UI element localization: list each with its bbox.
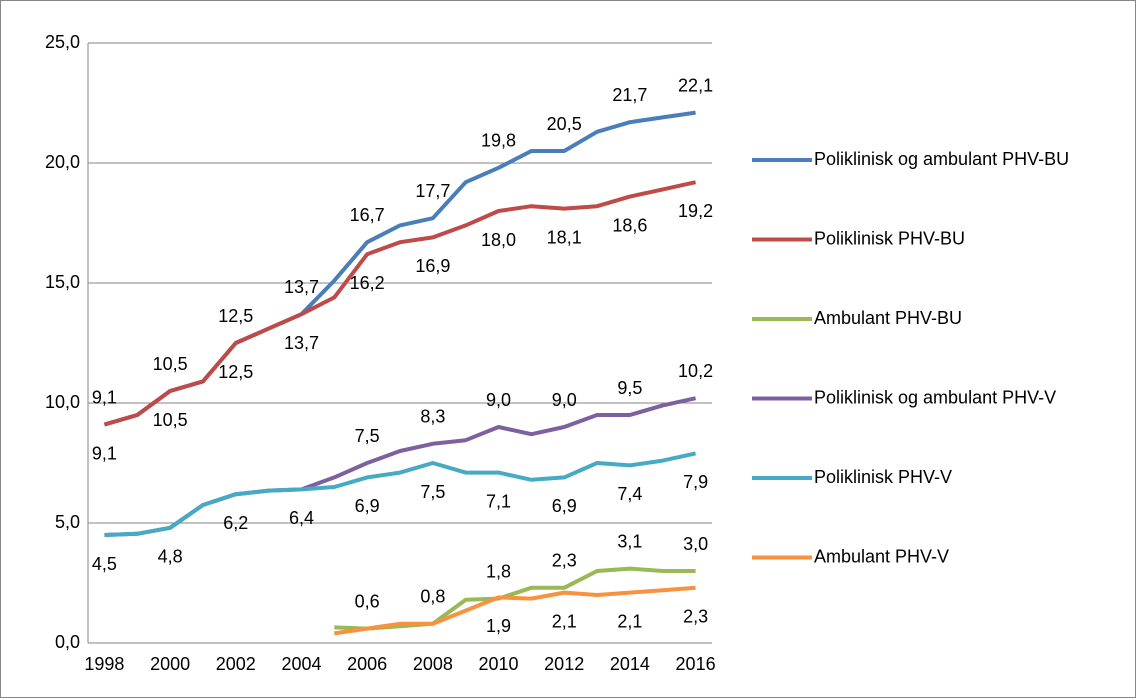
data-label: 1,9 (486, 616, 511, 636)
data-label: 6,9 (552, 496, 577, 516)
data-label: 2,3 (552, 551, 577, 571)
data-label: 16,7 (350, 205, 385, 225)
data-label: 7,5 (420, 482, 445, 502)
x-tick-label: 2008 (413, 654, 453, 674)
data-label: 17,7 (415, 181, 450, 201)
x-tick-label: 2010 (479, 654, 519, 674)
data-label: 0,8 (420, 587, 445, 607)
data-label: 2,1 (617, 611, 642, 631)
data-label: 9,0 (486, 390, 511, 410)
x-tick-label: 2012 (544, 654, 584, 674)
data-label: 6,4 (289, 508, 314, 528)
data-label: 3,1 (617, 531, 642, 551)
series-line (104, 451, 697, 537)
data-label: 9,1 (92, 387, 117, 407)
data-label: 13,7 (284, 333, 319, 353)
y-tick-label: 20,0 (45, 152, 80, 172)
series-line (334, 585, 696, 636)
data-label: 18,6 (612, 215, 647, 235)
data-label: 18,0 (481, 230, 516, 250)
data-label: 16,2 (350, 273, 385, 293)
legend-label: Poliklinisk og ambulant PHV-BU (814, 149, 1069, 169)
x-tick-label: 2004 (281, 654, 321, 674)
data-label: 4,5 (92, 554, 117, 574)
data-label: 19,8 (481, 131, 516, 151)
data-label: 19,2 (678, 201, 713, 221)
data-label: 13,7 (284, 277, 319, 297)
data-label: 10,5 (153, 354, 188, 374)
data-label: 7,1 (486, 491, 511, 511)
data-label: 21,7 (612, 85, 647, 105)
data-label: 6,2 (223, 513, 248, 533)
legend-label: Poliklinisk og ambulant PHV-V (814, 387, 1056, 407)
data-label: 12,5 (218, 362, 253, 382)
data-label: 16,9 (415, 256, 450, 276)
data-label: 2,1 (552, 611, 577, 631)
data-label: 12,5 (218, 306, 253, 326)
data-label: 2,3 (683, 607, 708, 627)
legend-label: Ambulant PHV-V (814, 546, 949, 566)
x-tick-label: 2000 (150, 654, 190, 674)
y-tick-label: 5,0 (55, 512, 80, 532)
y-tick-label: 25,0 (45, 32, 80, 52)
legend-label: Poliklinisk PHV-V (814, 467, 952, 487)
x-tick-label: 2014 (610, 654, 650, 674)
data-label: 7,9 (683, 472, 708, 492)
y-tick-label: 0,0 (55, 632, 80, 652)
legend-label: Poliklinisk PHV-BU (814, 228, 965, 248)
x-tick-label: 2006 (347, 654, 387, 674)
x-tick-label: 1998 (84, 654, 124, 674)
y-tick-label: 10,0 (45, 392, 80, 412)
data-label: 8,3 (420, 407, 445, 427)
series-line (103, 180, 697, 427)
data-label: 9,1 (92, 443, 117, 463)
data-label: 18,1 (547, 227, 582, 247)
data-label: 0,6 (355, 591, 380, 611)
x-tick-label: 2016 (676, 654, 716, 674)
data-label: 7,4 (617, 484, 642, 504)
x-tick-label: 2002 (216, 654, 256, 674)
data-label: 4,8 (158, 547, 183, 567)
data-label: 1,8 (486, 561, 511, 581)
data-label: 6,9 (355, 496, 380, 516)
data-label: 10,2 (678, 361, 713, 381)
data-label: 10,5 (153, 410, 188, 430)
data-label: 9,5 (617, 378, 642, 398)
data-label: 22,1 (678, 75, 713, 95)
y-tick-label: 15,0 (45, 272, 80, 292)
data-label: 20,5 (547, 114, 582, 134)
legend-label: Ambulant PHV-BU (814, 308, 962, 328)
data-label: 3,0 (683, 534, 708, 554)
data-label: 7,5 (355, 426, 380, 446)
data-label: 9,0 (552, 390, 577, 410)
